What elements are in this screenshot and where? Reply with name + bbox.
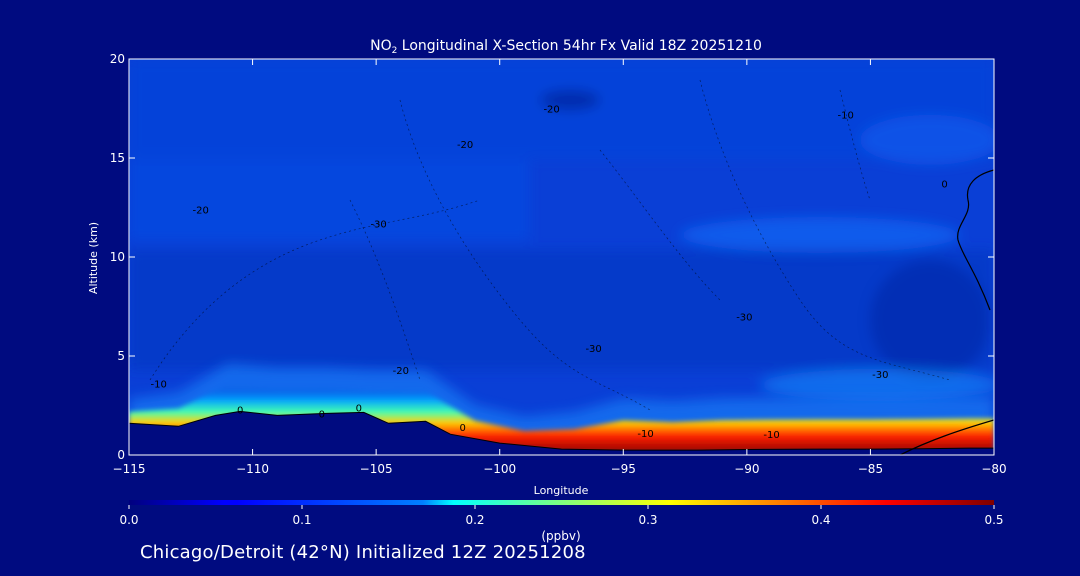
contour-label: -10 <box>150 380 166 391</box>
zero-contour-right <box>957 169 994 311</box>
upper-right-patch <box>860 115 994 165</box>
right-low-glow <box>760 369 994 401</box>
no2-plume <box>129 384 994 454</box>
y-tick-label: 5 <box>117 349 125 363</box>
contour-lines <box>149 79 951 411</box>
colorbar-tick-label: 0.3 <box>638 513 657 527</box>
lower-mid-band <box>129 250 994 370</box>
contour-label: -30 <box>872 370 888 381</box>
contour-labels: -10 0 0 0 0 -10 -10 -20 -30 -30 -30 -30 -20 -20 -20 0 -1… <box>150 104 947 441</box>
y-tick-label: 0 <box>117 448 125 462</box>
x-tick-label: −105 <box>360 462 393 476</box>
mid-band-left <box>129 160 529 240</box>
mid-band-right <box>680 217 960 253</box>
colorbar-tick-label: 0.1 <box>292 513 311 527</box>
contour-label: 0 <box>319 409 325 420</box>
zero-contour-surface <box>899 419 994 455</box>
x-axis-label: Longitude <box>534 484 589 497</box>
x-tick-label: −95 <box>611 462 636 476</box>
colorbar-tick-label: 0.4 <box>811 513 830 527</box>
colorbar-tick-label: 0.2 <box>465 513 484 527</box>
contour-label: -20 <box>393 366 409 377</box>
x-axis: −115 −110 −105 −100 −95 −90 −85 −80 <box>113 59 1007 476</box>
chart-title: NO2 Longitudinal X-Section 54hr Fx Valid… <box>370 38 762 56</box>
contour-line <box>399 99 651 411</box>
contour-label: 0 <box>941 180 947 191</box>
contour-label: -20 <box>457 140 473 151</box>
title-species: NO <box>370 38 392 54</box>
title-subscript: 2 <box>392 46 398 56</box>
colorbar-tick-label: 0.0 <box>119 513 138 527</box>
contour-label: -20 <box>192 205 208 216</box>
contour-line <box>149 199 481 381</box>
x-tick-label: −100 <box>483 462 516 476</box>
plot-area: -10 0 0 0 0 -10 -10 -20 -30 -30 -30 -30 -20 -20 -20 0 -1… <box>129 59 994 455</box>
contour-line <box>349 199 421 381</box>
contour-line <box>599 149 721 301</box>
y-axis: 0 5 10 15 20 <box>110 52 994 462</box>
contour-line <box>839 89 871 201</box>
contour-label: -30 <box>585 344 601 355</box>
y-tick-label: 15 <box>110 151 125 165</box>
y-tick-label: 20 <box>110 52 125 66</box>
contour-line <box>699 79 951 381</box>
footer-caption: Chicago/Detroit (42°N) Initialized 12Z 2… <box>140 542 586 563</box>
right-dark-patch <box>870 260 990 380</box>
contour-label: 0 <box>459 423 465 434</box>
field-texture <box>129 59 994 401</box>
x-tick-label: −80 <box>981 462 1006 476</box>
colorbar-ticks: 0.0 0.1 0.2 0.3 0.4 0.5 <box>119 505 1004 527</box>
x-tick-label: −115 <box>113 462 146 476</box>
x-tick-label: −85 <box>858 462 883 476</box>
contour-label: -30 <box>736 312 752 323</box>
contour-label: 0 <box>237 405 243 416</box>
y-axis-label: Altitude (km) <box>87 222 100 294</box>
colorbar-tick-label: 0.5 <box>984 513 1003 527</box>
colorbar-label: (ppbv) <box>541 529 580 543</box>
low-patch-top <box>540 90 600 110</box>
contour-label: -20 <box>543 104 559 115</box>
title-rest: Longitudinal X-Section 54hr Fx Valid 18Z… <box>397 38 762 54</box>
contour-label: -10 <box>637 429 653 440</box>
contour-label: 0 <box>356 403 362 414</box>
y-tick-label: 10 <box>110 250 125 264</box>
terrain-mask <box>129 411 994 455</box>
contour-label: -10 <box>838 110 854 121</box>
contour-label: -30 <box>370 219 386 230</box>
contour-label: -10 <box>763 430 779 441</box>
colorbar <box>129 500 994 505</box>
x-tick-label: −90 <box>734 462 759 476</box>
terrain-outline <box>129 410 994 451</box>
x-tick-label: −110 <box>236 462 269 476</box>
